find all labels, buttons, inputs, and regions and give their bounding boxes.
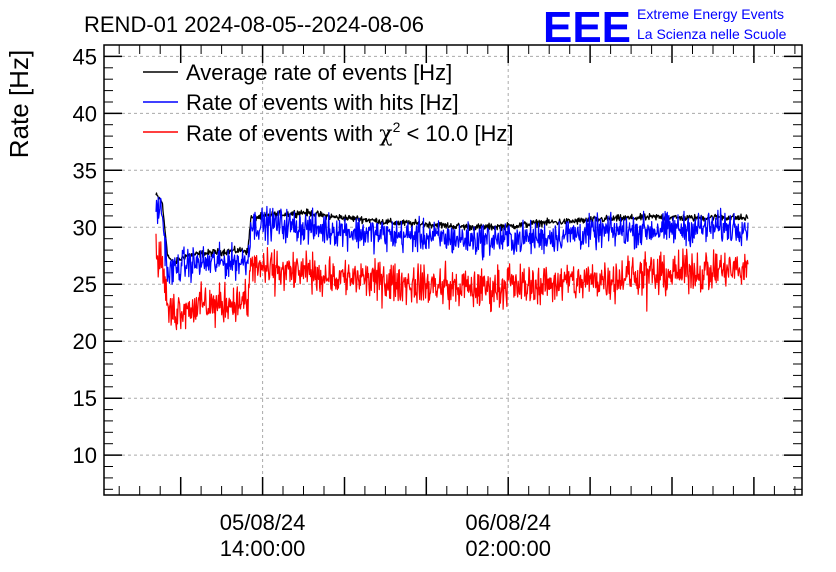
data-series (155, 192, 749, 331)
series-chi2-line (155, 233, 749, 331)
x-tick-date: 06/08/24 (465, 510, 551, 535)
legend-label-chi2: Rate of events with χ2 < 10.0 [Hz] (186, 119, 513, 147)
chart-title: REND-01 2024-08-05--2024-08-06 (84, 12, 424, 37)
y-tick-labels: 10 15 20 25 30 35 40 45 (73, 44, 97, 468)
y-tick-label: 30 (73, 215, 97, 240)
y-tick-label: 40 (73, 101, 97, 126)
y-tick-label: 15 (73, 386, 97, 411)
x-tick-time: 14:00:00 (220, 536, 306, 561)
axis-ticks (104, 44, 802, 495)
eee-logo-mark: EEE (543, 3, 631, 52)
legend-label-average: Average rate of events [Hz] (186, 60, 452, 85)
y-tick-label: 20 (73, 329, 97, 354)
legend-label-hits: Rate of events with hits [Hz] (186, 90, 459, 115)
eee-logo: EEE Extreme Energy Events La Scienza nel… (543, 3, 787, 52)
x-tick-time: 02:00:00 (465, 536, 551, 561)
eee-logo-line1: Extreme Energy Events (637, 6, 784, 22)
x-tick-date: 05/08/24 (220, 510, 306, 535)
y-tick-label: 45 (73, 44, 97, 69)
plot-frame (103, 44, 803, 496)
eee-logo-line2: La Scienza nelle Scuole (637, 26, 787, 42)
legend: Average rate of events [Hz] Rate of even… (143, 60, 513, 147)
y-tick-label: 10 (73, 443, 97, 468)
y-tick-label: 35 (73, 158, 97, 183)
y-tick-label: 25 (73, 272, 97, 297)
y-axis-label: Rate [Hz] (4, 50, 34, 158)
series-hits-line (155, 196, 749, 285)
